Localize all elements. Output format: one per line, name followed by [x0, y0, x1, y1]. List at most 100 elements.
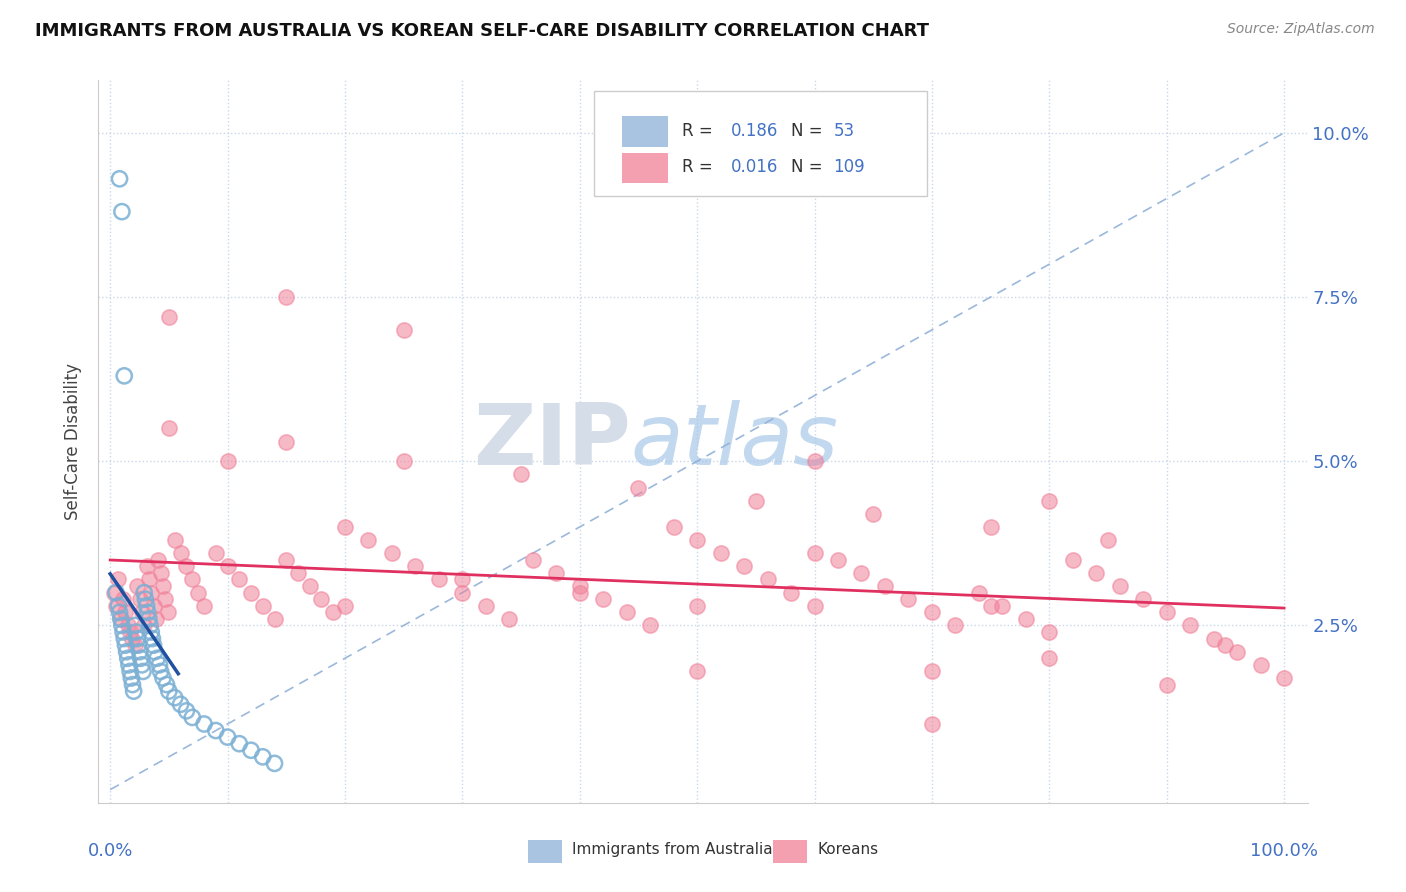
Text: 53: 53 — [834, 122, 855, 140]
Point — [139, 618, 162, 632]
Point — [592, 592, 614, 607]
Point — [107, 573, 129, 587]
Point — [157, 684, 180, 698]
Point — [163, 533, 186, 547]
Point — [141, 625, 163, 640]
Point — [616, 605, 638, 619]
Point — [322, 605, 344, 619]
Point — [120, 671, 142, 685]
Point — [1202, 632, 1225, 646]
Point — [217, 730, 239, 744]
Point — [138, 612, 160, 626]
Point — [142, 599, 165, 613]
Point — [124, 638, 146, 652]
Point — [110, 612, 132, 626]
Point — [1108, 579, 1130, 593]
Point — [148, 657, 170, 672]
Point — [404, 559, 426, 574]
Point — [276, 290, 298, 304]
Point — [157, 421, 180, 435]
Point — [276, 553, 298, 567]
Point — [733, 559, 755, 574]
Point — [138, 573, 160, 587]
Point — [662, 520, 685, 534]
Point — [1038, 493, 1060, 508]
Point — [228, 737, 250, 751]
Point — [263, 612, 285, 626]
Text: R =: R = — [682, 122, 718, 140]
Point — [131, 657, 153, 672]
Point — [122, 684, 145, 698]
Point — [1038, 625, 1060, 640]
Point — [217, 454, 239, 468]
Point — [145, 612, 167, 626]
Point — [108, 605, 131, 619]
Point — [240, 585, 263, 599]
Point — [381, 546, 404, 560]
Text: atlas: atlas — [630, 400, 838, 483]
Point — [756, 573, 779, 587]
Point — [803, 546, 825, 560]
Point — [120, 665, 142, 679]
Point — [1132, 592, 1154, 607]
Point — [568, 579, 591, 593]
Point — [686, 533, 709, 547]
Point — [803, 454, 825, 468]
Point — [187, 585, 209, 599]
Point — [135, 559, 157, 574]
Point — [851, 566, 873, 580]
Text: 0.186: 0.186 — [731, 122, 778, 140]
Point — [118, 657, 141, 672]
Point — [114, 605, 136, 619]
Point — [135, 599, 157, 613]
Point — [980, 520, 1002, 534]
Point — [333, 520, 356, 534]
Text: Koreans: Koreans — [818, 842, 879, 857]
Point — [228, 573, 250, 587]
Point — [1085, 566, 1108, 580]
FancyBboxPatch shape — [621, 117, 668, 147]
Point — [204, 723, 226, 738]
Point — [980, 599, 1002, 613]
Point — [107, 599, 129, 613]
Point — [108, 171, 131, 186]
Point — [127, 638, 149, 652]
Point — [134, 618, 156, 632]
Point — [357, 533, 380, 547]
Point — [276, 434, 298, 449]
Point — [110, 612, 132, 626]
Point — [217, 559, 239, 574]
Point — [1250, 657, 1272, 672]
Point — [181, 573, 204, 587]
Point — [451, 585, 474, 599]
Point — [945, 618, 967, 632]
Point — [638, 618, 661, 632]
Point — [146, 651, 169, 665]
Point — [204, 546, 226, 560]
Point — [193, 599, 215, 613]
Point — [134, 592, 156, 607]
Point — [117, 651, 139, 665]
Point — [827, 553, 849, 567]
Point — [921, 665, 943, 679]
Point — [169, 698, 191, 712]
Point — [131, 605, 153, 619]
Point — [141, 585, 163, 599]
Point — [392, 323, 415, 337]
Point — [780, 585, 803, 599]
Point — [128, 645, 150, 659]
Point — [873, 579, 896, 593]
Point — [156, 605, 179, 619]
Point — [132, 665, 155, 679]
Point — [568, 585, 591, 599]
Point — [163, 690, 186, 705]
Text: 0.016: 0.016 — [731, 158, 778, 176]
Text: ZIP: ZIP — [472, 400, 630, 483]
Point — [127, 579, 149, 593]
Point — [117, 618, 139, 632]
Point — [710, 546, 733, 560]
Point — [111, 204, 134, 219]
Point — [1226, 645, 1249, 659]
Point — [112, 632, 135, 646]
Point — [1156, 605, 1178, 619]
